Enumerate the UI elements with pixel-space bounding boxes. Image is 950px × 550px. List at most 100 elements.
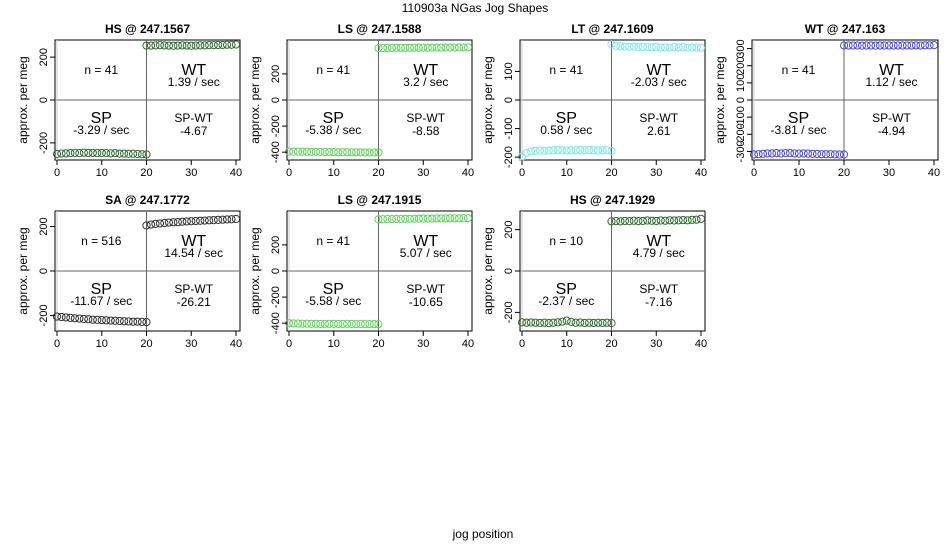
spwt-value-label: -4.67: [180, 124, 208, 138]
sp-point: [369, 319, 379, 329]
wt-point: [898, 41, 907, 50]
wt-point: [880, 41, 889, 50]
wt-point: [164, 218, 173, 227]
sp-point: [133, 149, 142, 159]
wt-point: [196, 41, 205, 50]
sp-point: [88, 315, 97, 324]
wt-point: [209, 216, 218, 225]
wt-point: [182, 217, 191, 226]
sp-point: [111, 316, 120, 325]
y-tick-label: -200: [503, 146, 515, 168]
wt-point: [638, 216, 647, 226]
panel-4: WT @ 247.163 0 10 20 30 40 -300-200-100 0 100200…: [713, 22, 940, 179]
sp-point: [334, 148, 343, 157]
sp-point: [102, 316, 111, 325]
y-tick-label: -100: [503, 118, 515, 140]
wt-point: [634, 43, 643, 52]
sp-point: [593, 146, 603, 155]
panel-title: SA @ 247.1772: [105, 193, 190, 207]
wt-point: [446, 43, 455, 52]
wt-point: [616, 217, 625, 226]
wt-point: [227, 40, 236, 49]
wt-point: [670, 216, 679, 225]
wt-point: [378, 215, 388, 224]
wt-point: [683, 43, 692, 52]
wt-point: [160, 218, 169, 228]
y-axis-label: approx. per meg: [16, 227, 30, 314]
sp-point: [325, 319, 334, 328]
sp-point: [97, 148, 106, 158]
sp-point: [553, 145, 562, 155]
x-tick-label: 30: [650, 167, 662, 179]
x-tick-label: 40: [462, 338, 474, 350]
panel-title: LS @ 247.1915: [338, 193, 422, 207]
sp-point: [284, 147, 294, 156]
wt-point: [222, 40, 232, 49]
sp-point: [589, 318, 598, 328]
sp-rate-label: -5.38 / sec: [305, 123, 361, 137]
sp-point: [781, 149, 790, 158]
x-tick-label: 40: [230, 338, 242, 350]
x-tick-label: 10: [328, 338, 340, 350]
wt-point: [410, 43, 419, 52]
x-tick-label: 30: [185, 167, 197, 179]
wt-point: [441, 214, 450, 223]
x-tick-label: 10: [96, 338, 108, 350]
wt-point: [446, 214, 455, 223]
wt-point: [160, 41, 169, 50]
wt-rate-label: 4.79 / sec: [633, 246, 685, 260]
y-axis-label: approx. per meg: [16, 56, 30, 143]
wt-point: [218, 40, 227, 50]
wt-point: [679, 43, 688, 52]
x-tick-label: 30: [417, 338, 429, 350]
x-tick-label: 0: [286, 167, 292, 179]
sp-label: SP: [91, 110, 112, 127]
sp-point: [598, 146, 607, 155]
wt-point: [401, 214, 410, 223]
sp-point: [754, 150, 763, 159]
sp-point: [338, 319, 347, 329]
wt-point: [419, 214, 428, 223]
sp-point: [343, 148, 352, 157]
wt-point: [146, 41, 156, 50]
y-tick-label: 100: [503, 62, 515, 80]
sp-point: [79, 148, 88, 157]
sp-point: [75, 149, 84, 158]
wt-point: [643, 216, 652, 225]
panel-title: WT @ 247.163: [805, 22, 886, 36]
sp-point: [142, 318, 151, 327]
spwt-value-label: -26.21: [177, 295, 211, 309]
sp-point: [803, 149, 813, 158]
wt-point: [191, 216, 200, 226]
sp-point: [343, 319, 352, 328]
n-count-label: n = 516: [81, 234, 122, 248]
sp-point: [535, 318, 545, 328]
sp-point: [758, 149, 768, 158]
wt-point: [661, 216, 670, 225]
wt-point: [231, 214, 241, 224]
wt-point: [920, 41, 930, 50]
wt-rate-label: 3.2 / sec: [403, 75, 448, 89]
sp-point: [360, 148, 370, 157]
x-tick-label: 40: [695, 167, 707, 179]
sp-label: SP: [91, 281, 112, 298]
n-count-label: n = 41: [84, 63, 118, 77]
sp-point: [558, 317, 567, 326]
panel-5: SA @ 247.1772 0 10 20 30 40 -200 0 200 approx. pe…: [16, 193, 242, 350]
wt-point: [459, 43, 468, 52]
sp-point: [329, 319, 338, 328]
wt-point: [142, 221, 151, 230]
sp-point: [316, 147, 325, 157]
sp-point: [365, 319, 374, 329]
wt-point: [848, 41, 858, 50]
y-tick-label: 0: [38, 268, 50, 274]
x-tick-label: 10: [96, 167, 108, 179]
sp-point: [356, 319, 365, 329]
x-tick-label: 40: [928, 167, 940, 179]
sp-point: [540, 146, 549, 155]
wt-point: [423, 214, 432, 223]
sp-point: [137, 150, 147, 159]
sp-point: [124, 149, 133, 158]
n-count-label: n = 41: [316, 63, 350, 77]
sp-label: SP: [788, 110, 809, 127]
